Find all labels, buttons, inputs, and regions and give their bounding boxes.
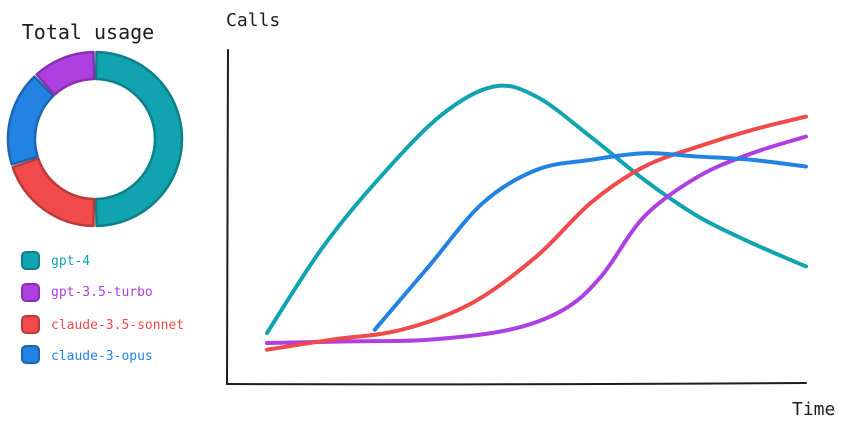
x-axis-line — [226, 382, 807, 386]
legend-swatch — [21, 345, 40, 364]
x-axis-label: Time — [792, 399, 835, 420]
donut-slice-claude-3-5-sonnet — [11, 157, 96, 228]
legend-label: gpt-4 — [51, 254, 90, 269]
donut-title: Total usage — [22, 20, 154, 44]
line-series-claude-3-opus — [372, 151, 808, 332]
line-series-gpt-4 — [265, 83, 808, 336]
legend-item-claude-3-5-sonnet[interactable]: claude-3.5-sonnet — [21, 315, 184, 334]
y-axis-label: Calls — [226, 10, 280, 31]
y-axis-line — [226, 49, 229, 385]
legend-label: claude-3.5-sonnet — [51, 318, 184, 333]
legend-swatch — [21, 251, 40, 270]
legend-label: claude-3-opus — [51, 349, 153, 364]
line-series-claude-3-5-sonnet — [265, 114, 808, 352]
legend-swatch — [21, 283, 40, 302]
donut-slice-gpt-4 — [94, 50, 184, 228]
line-series-group — [265, 83, 808, 352]
legend-item-gpt-4[interactable]: gpt-4 — [21, 251, 90, 270]
legend-item-claude-3-opus[interactable]: claude-3-opus — [21, 345, 153, 364]
legend-swatch — [21, 315, 40, 334]
line-series-gpt-3-5-turbo — [265, 134, 808, 346]
donut-slice-gpt-3-5-turbo — [35, 50, 96, 96]
legend-item-gpt-3-5-turbo[interactable]: gpt-3.5-turbo — [21, 283, 153, 302]
legend: gpt-4 gpt-3.5-turbo claude-3.5-sonnet cl… — [21, 251, 184, 364]
line-chart-axes — [226, 49, 807, 386]
legend-label: gpt-3.5-turbo — [51, 285, 153, 300]
usage-donut-chart — [6, 50, 184, 228]
donut-slice-claude-3-opus — [6, 75, 55, 166]
